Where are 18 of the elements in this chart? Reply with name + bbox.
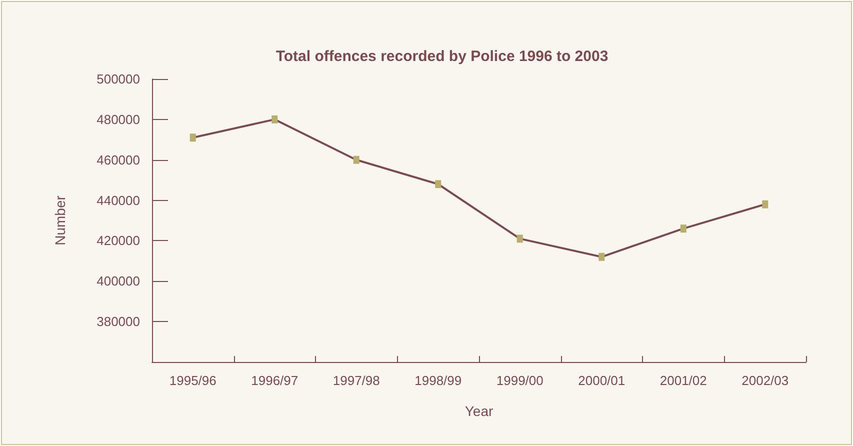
x-tick-label: 2002/03 <box>742 373 789 388</box>
y-axis-title: Number <box>52 195 68 246</box>
y-tick-label: 480000 <box>96 112 140 127</box>
y-tick-label: 400000 <box>96 274 140 289</box>
x-tick-label: 1998/99 <box>414 373 462 388</box>
y-tick-label: 460000 <box>96 152 140 168</box>
y-tick-label: 380000 <box>96 314 140 330</box>
x-axis-title: Year <box>464 403 494 419</box>
chart-title: Total offences recorded by Police 1996 to 2003 <box>276 48 608 65</box>
y-tick-label: 500000 <box>96 72 140 86</box>
y-tick-label: 440000 <box>96 192 140 208</box>
x-tick-label: 1996/97 <box>251 373 298 388</box>
y-tick-label: 420000 <box>96 233 140 248</box>
x-tick-label: 1995/96 <box>169 373 216 388</box>
x-tick-label: 1999/00 <box>496 373 544 388</box>
x-tick-label: 1997/98 <box>332 373 380 388</box>
x-tick-label: 2000/01 <box>578 373 626 388</box>
x-tick-label: 2001/02 <box>660 373 707 388</box>
